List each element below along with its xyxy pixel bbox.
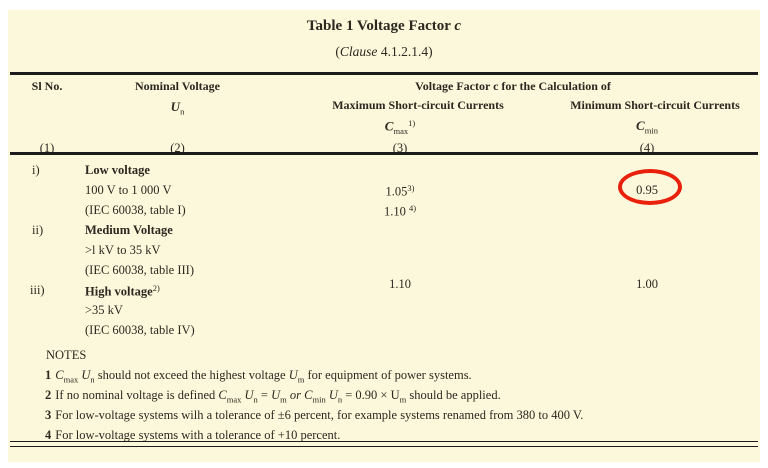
header-max-currents: Maximum Short-circuit Currents — [332, 98, 504, 112]
row-i-name: Low voltage — [85, 163, 150, 177]
row-i-cmax-value-1: 1.053) — [385, 183, 415, 199]
table-panel: Table 1 Voltage Factor c (Clause 4.1.2.1… — [8, 10, 760, 462]
bottom-rule — [10, 441, 758, 447]
note-2-text: If no nominal voltage is defined Cmax Un… — [55, 388, 501, 405]
row-ii-voltage-range: >l kV to 35 kV — [85, 243, 161, 257]
note-4-text: For low-voltage systems with a tolerance… — [55, 428, 341, 442]
colnum-2: (2) — [170, 141, 185, 155]
header-cmin-symbol: Cmin — [636, 118, 658, 136]
note-1-text: Cmax Un should not exceed the highest vo… — [55, 368, 472, 385]
note-4: 4 For low-voltage systems with a toleranc… — [45, 428, 340, 443]
row-ii-marker: ii) — [32, 223, 44, 237]
header-un-symbol: Un — [170, 99, 185, 117]
row-iii-voltage-range: >35 kV — [85, 303, 123, 317]
highlight-ellipse — [618, 169, 682, 205]
header-rule — [10, 152, 758, 155]
row-ii-iec-ref: (IEC 60038, table III) — [85, 263, 194, 277]
header-nominal-voltage: Nominal Voltage — [134, 79, 220, 93]
row-ii-name: Medium Voltage — [85, 223, 173, 237]
row-i-voltage-range: 100 V to 1 000 V — [85, 183, 172, 197]
merged-cmax-value: 1.10 — [389, 277, 411, 291]
top-rule — [10, 72, 758, 75]
row-iii-iec-ref: (IEC 60038, table IV) — [85, 323, 195, 337]
table-title: Table 1 Voltage Factor c — [306, 18, 462, 34]
row-i-cmax-value-2: 1.10 4) — [383, 203, 417, 219]
note-2: 2 If no nominal voltage is defined Cmax U… — [45, 388, 501, 405]
header-min-currents: Minimum Short-circuit Currents — [570, 98, 740, 112]
colnum-1: (1) — [39, 141, 55, 155]
header-sl-no: Sl No. — [31, 79, 63, 93]
note-1: 1 Cmax Un should not exceed the highest v… — [45, 368, 472, 385]
row-iii-name: High voltage2) — [85, 283, 160, 299]
note-1-number: 1 — [45, 368, 52, 382]
colnum-4: (4) — [639, 141, 655, 155]
note-3-text: For low-voltage systems wilh a tolerance… — [55, 408, 584, 422]
row-i-marker: i) — [32, 163, 40, 177]
header-voltage-factor-group: Voltage Factor c for the Calculation of — [415, 79, 611, 93]
notes-heading: NOTES — [46, 348, 87, 362]
row-i-iec-ref: (IEC 60038, table I) — [85, 203, 186, 217]
note-2-number: 2 — [45, 388, 52, 402]
colnum-3: (3) — [392, 141, 408, 155]
header-cmax-symbol: Cmax1) — [384, 118, 416, 136]
row-iii-marker: iii) — [30, 283, 45, 297]
merged-cmin-value: 1.00 — [636, 277, 658, 291]
table-clause: (Clause 4.1.2.1.4) — [335, 44, 433, 59]
note-3-number: 3 — [45, 408, 52, 422]
note-4-number: 4 — [45, 428, 52, 442]
note-3: 3 For low-voltage systems wilh a toleranc… — [45, 408, 583, 423]
